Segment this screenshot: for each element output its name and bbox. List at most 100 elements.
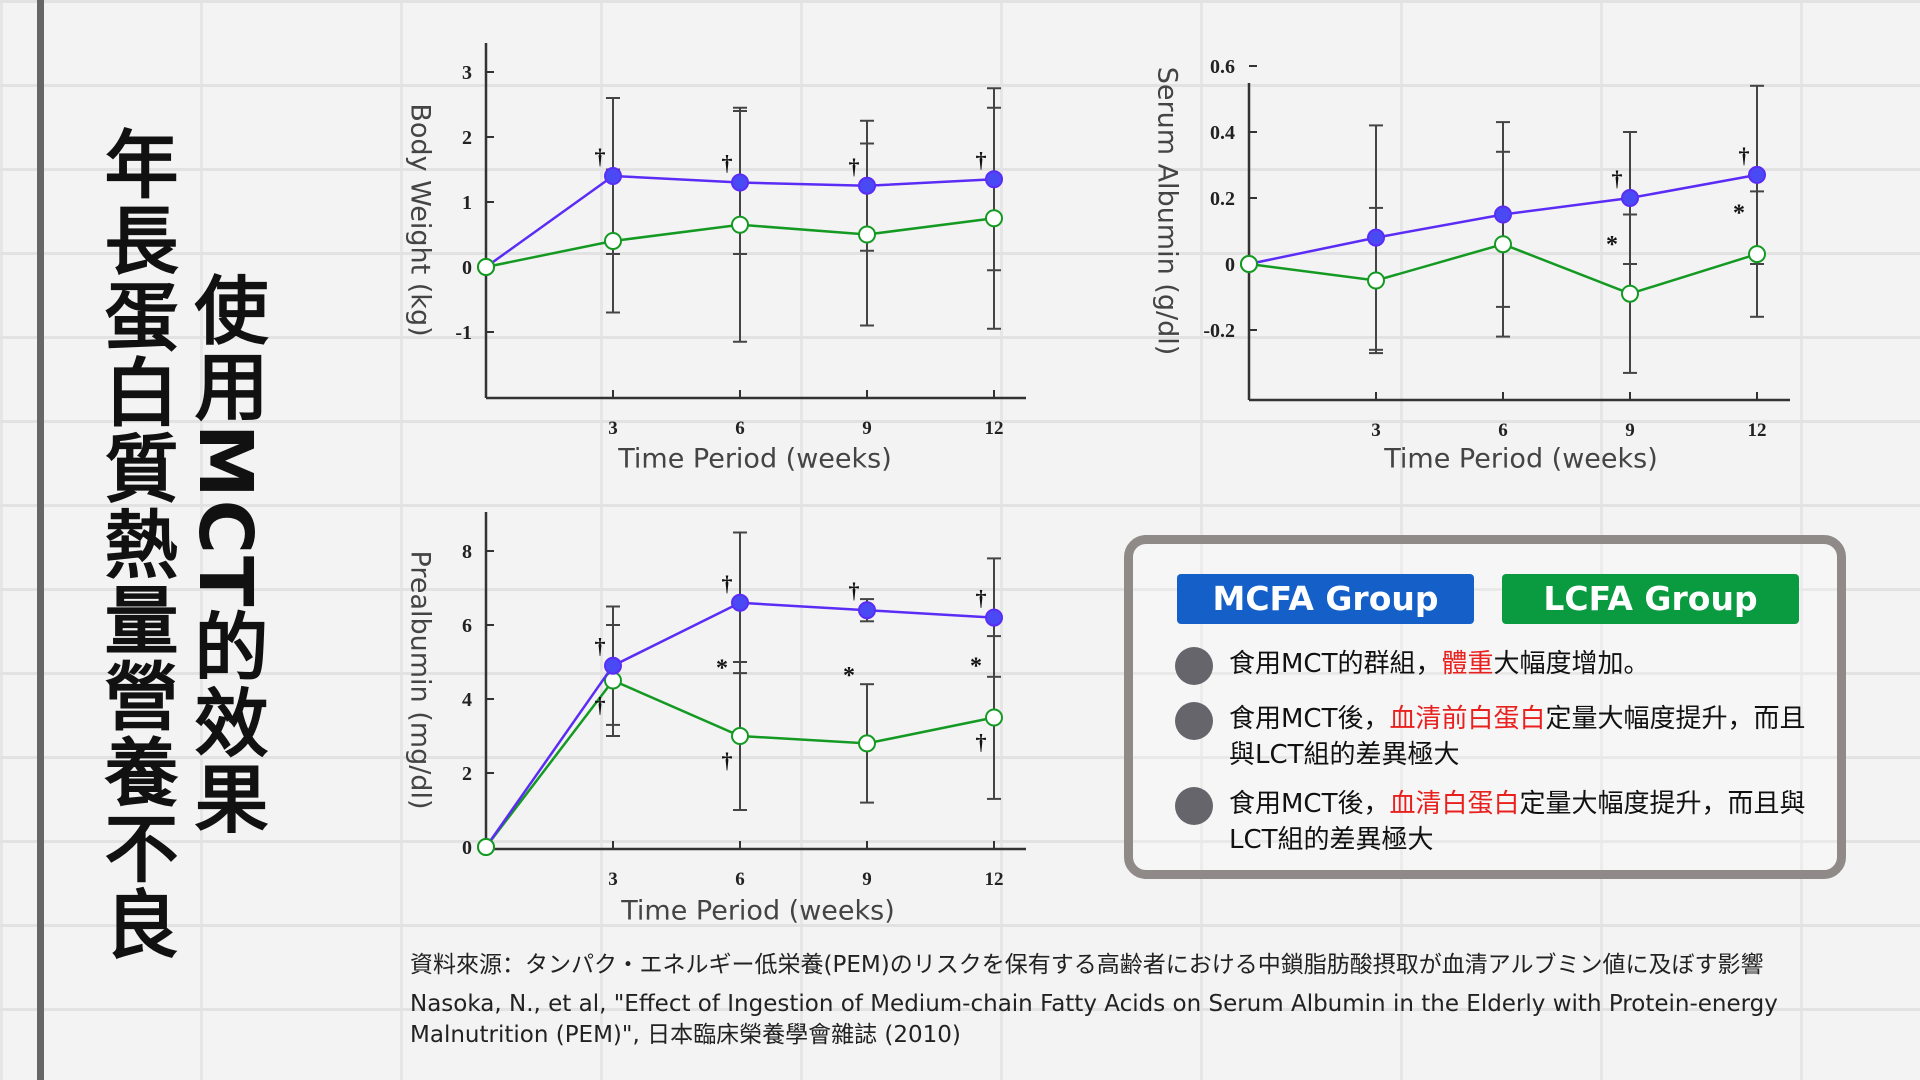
chart2-dagger-mark: † [1739,143,1750,168]
chart3-dagger-mark: † [595,693,606,718]
chart1-point-lcfa [858,225,876,244]
title-left-column: 年長蛋白質熱量營養不良 [92,126,178,962]
chart1-ytick-label: 1 [462,192,472,214]
chart1-xtick-label: 12 [985,418,1004,439]
chart2-ytick-label: 0 [1225,254,1235,276]
chart3-dagger-mark: † [722,571,733,596]
legend-box: MCFA Group LCFA Group 食用MCT的群組，體重大幅度增加。 … [1124,535,1846,879]
chart2-xtick-label: 3 [1371,420,1381,441]
finding-3: 食用MCT後，血清白蛋白定量大幅度提升，而且與LCT組的差異極大 [1229,786,1829,858]
chart3-dagger-mark: † [976,586,987,611]
chart1-xtick-label: 3 [608,418,618,439]
chart3-point-mcfa [477,838,495,856]
chart2-point-mcfa [1494,205,1512,224]
chart3-xtick-label: 6 [735,869,745,890]
chart1-point-lcfa [604,232,622,250]
chart1-dagger-mark: † [976,147,987,172]
finding-text: 食用MCT的群組， [1229,649,1442,679]
chart1-ytick-label: -1 [455,322,472,344]
chart1-xtick-label: 6 [735,418,745,439]
title-right-column: 使用MCT的效果 [182,272,268,837]
finding-highlight: 血清白蛋白 [1389,789,1520,819]
chart1-point-mcfa [985,170,1003,189]
chart1-ylabel: Body Weight (kg) [404,103,436,337]
chart3-point-lcfa [985,708,1003,727]
citation-reference: Nasoka, N., et al, "Effect of Ingestion … [410,991,1778,1048]
chart3-ylabel: Prealbumin (mg/dl) [404,550,436,810]
chart1-dagger-mark: † [849,154,860,179]
chart2-point-mcfa [1621,189,1639,207]
lcfa-group-badge: LCFA Group [1502,574,1799,624]
chart3-ytick-label: 4 [462,689,472,711]
chart3-asterisk-mark: * [970,654,982,680]
mcfa-group-badge: MCFA Group [1177,574,1474,624]
finding-highlight: 體重 [1441,649,1494,679]
finding-text: 食用MCT後， [1229,789,1390,819]
chart2-point-mcfa [1748,165,1766,184]
chart3-xtick-label: 3 [608,869,618,890]
chart3-point-mcfa [985,608,1003,627]
chart3-dagger-mark: † [849,578,860,603]
chart1-dagger-mark: † [722,151,733,176]
bullet-icon [1175,787,1213,825]
bullet-icon [1175,647,1213,685]
chart2-point-mcfa [1240,255,1258,273]
chart2-point-mcfa [1367,228,1385,247]
citation-source-jp: 資料來源：タンパク・エネルギー低栄養(PEM)のリスクを保有する高齢者における中… [410,952,1764,978]
chart2-xtick-label: 12 [1748,420,1767,441]
chart1-point-lcfa [731,215,749,234]
chart1-ytick-label: 2 [462,127,472,149]
chart3-asterisk-mark: * [716,655,728,681]
chart1-point-mcfa [731,173,749,192]
chart3-dagger-mark: † [722,748,733,773]
chart1-xlabel: Time Period (weeks) [618,443,892,475]
chart1-point-mcfa [477,258,495,276]
left-accent-bar [37,0,44,1080]
chart3-asterisk-mark: * [843,663,855,689]
finding-text: 大幅度增加。 [1493,649,1650,679]
chart1-ytick-label: 3 [462,62,472,84]
chart3-ytick-label: 8 [462,541,472,563]
chart2-point-lcfa [1748,245,1766,264]
finding-text: 定量大幅度提升，而且與LCT組的差異極大 [1229,789,1806,855]
finding-highlight: 血清前白蛋白 [1389,704,1546,734]
chart1-point-mcfa [858,176,876,195]
chart2-asterisk-mark: * [1733,201,1745,227]
chart3-point-lcfa [858,734,876,753]
finding-text: 定量大幅度提升，而且與LCT組的差異極大 [1229,704,1806,770]
finding-2: 食用MCT後，血清前白蛋白定量大幅度提升，而且與LCT組的差異極大 [1229,701,1829,773]
chart2-ytick-label: -0.2 [1203,320,1235,342]
chart2-asterisk-mark: * [1606,232,1618,258]
chart1-ytick-label: 0 [462,257,472,279]
chart3-ytick-label: 6 [462,615,472,637]
bullet-icon [1175,702,1213,740]
chart3-point-mcfa [731,593,749,612]
chart3-xtick-label: 12 [985,869,1004,890]
chart2-point-lcfa [1494,235,1512,254]
chart1-point-lcfa [985,209,1003,228]
chart3-ytick-label: 0 [462,837,472,859]
chart3-dagger-mark: † [595,634,606,659]
chart1-dagger-mark: † [595,144,606,169]
chart2-ylabel: Serum Albumin (g/dl) [1151,66,1183,356]
chart3-point-mcfa [858,601,876,620]
chart3-point-lcfa [731,727,749,745]
chart3-xlabel: Time Period (weeks) [621,895,895,927]
finding-text: 食用MCT後， [1229,704,1390,734]
chart3-dagger-mark: † [976,730,987,755]
chart1-xtick-label: 9 [862,418,872,439]
chart2-point-lcfa [1367,271,1385,290]
chart3-ytick-label: 2 [462,763,472,785]
chart2-ytick-label: 0.2 [1210,188,1235,210]
finding-1: 食用MCT的群組，體重大幅度增加。 [1229,646,1829,682]
chart2-ytick-label: 0.4 [1210,122,1235,144]
chart2-dagger-mark: † [1612,166,1623,191]
chart2-point-lcfa [1621,284,1639,303]
chart2-xtick-label: 6 [1498,420,1508,441]
chart2-xtick-label: 9 [1625,420,1635,441]
chart2-ytick-label: 0.6 [1210,56,1235,78]
chart1-point-mcfa [604,167,622,185]
chart3-point-mcfa [604,656,622,675]
chart2-xlabel: Time Period (weeks) [1384,443,1658,475]
